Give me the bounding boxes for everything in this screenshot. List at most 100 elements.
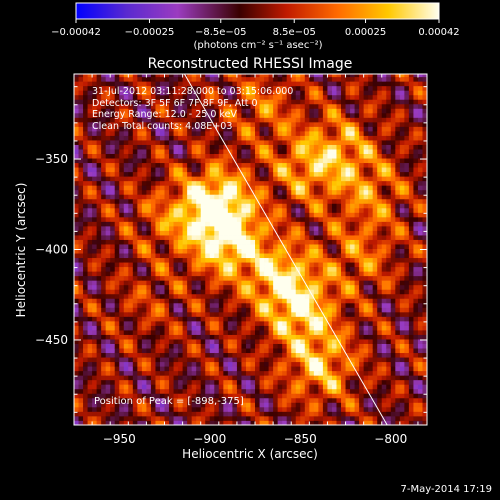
- heatmap-cell: [359, 167, 365, 173]
- heatmap-cell: [128, 144, 134, 150]
- heatmap-cell: [245, 320, 251, 326]
- heatmap-cell: [150, 117, 156, 123]
- heatmap-cell: [259, 370, 265, 376]
- heatmap-cell: [291, 339, 297, 344]
- heatmap-cell: [200, 189, 206, 195]
- heatmap-cell: [128, 343, 134, 349]
- heatmap-cell: [96, 366, 102, 372]
- heatmap-cell: [241, 76, 247, 82]
- heatmap-cell: [87, 239, 93, 245]
- heatmap-cell: [119, 135, 125, 141]
- heatmap-cell: [318, 397, 324, 403]
- heatmap-cell: [255, 311, 260, 317]
- heatmap-cell: [291, 248, 297, 254]
- heatmap-cell: [304, 352, 310, 358]
- heatmap-cell: [78, 352, 84, 358]
- heatmap-cell: [259, 257, 265, 263]
- heatmap-cell: [137, 94, 143, 100]
- heatmap-cell: [205, 302, 211, 308]
- heatmap-cell: [350, 366, 355, 372]
- heatmap-cell: [354, 257, 360, 263]
- heatmap-cell: [164, 198, 170, 204]
- heatmap-cell: [241, 90, 247, 96]
- heatmap-cell: [336, 330, 342, 335]
- heatmap-cell: [223, 284, 229, 290]
- heatmap-cell: [341, 307, 346, 313]
- heatmap-cell: [331, 384, 337, 390]
- heatmap-cell: [322, 189, 328, 195]
- heatmap-cell: [295, 216, 301, 222]
- heatmap-cell: [282, 366, 288, 372]
- heatmap-cell: [350, 74, 355, 78]
- heatmap-cell: [83, 266, 88, 272]
- heatmap-cell: [200, 153, 206, 159]
- heatmap-cell: [309, 397, 315, 403]
- heatmap-cell: [255, 117, 260, 123]
- heatmap-cell: [182, 275, 188, 281]
- heatmap-cell: [327, 216, 333, 222]
- heatmap-cell: [268, 411, 274, 417]
- heatmap-cell: [146, 90, 152, 96]
- heatmap-cell: [223, 420, 229, 425]
- heatmap-cell: [268, 121, 274, 127]
- heatmap-cell: [277, 90, 283, 96]
- heatmap-cell: [205, 284, 211, 290]
- heatmap-cell: [74, 90, 79, 96]
- heatmap-cell: [205, 108, 211, 114]
- heatmap-cell: [282, 158, 288, 164]
- heatmap-cell: [295, 117, 301, 123]
- heatmap-cell: [78, 81, 84, 87]
- heatmap-cell: [146, 262, 152, 268]
- heatmap-cell: [178, 298, 184, 304]
- heatmap-cell: [250, 126, 256, 132]
- heatmap-cell: [96, 99, 102, 105]
- heatmap-cell: [336, 153, 342, 159]
- heatmap-cell: [245, 289, 251, 295]
- heatmap-cell: [214, 130, 220, 136]
- heatmap-cell: [159, 384, 165, 390]
- heatmap-cell: [223, 293, 229, 299]
- heatmap-cell: [250, 194, 256, 200]
- heatmap-cell: [322, 415, 328, 421]
- heatmap-cell: [341, 203, 346, 209]
- heatmap-cell: [214, 153, 220, 159]
- heatmap-cell: [191, 339, 197, 344]
- heatmap-cell: [236, 357, 242, 363]
- heatmap-cell: [245, 357, 251, 363]
- heatmap-cell: [114, 361, 120, 367]
- heatmap-cell: [164, 85, 170, 91]
- heatmap-cell: [101, 203, 107, 209]
- heatmap-cell: [187, 280, 193, 286]
- heatmap-cell: [291, 289, 297, 295]
- heatmap-cell: [227, 221, 233, 227]
- heatmap-cell: [191, 225, 197, 231]
- heatmap-cell: [200, 203, 206, 209]
- heatmap-cell: [245, 284, 251, 290]
- heatmap-cell: [146, 361, 152, 367]
- heatmap-cell: [137, 397, 143, 403]
- heatmap-cell: [78, 348, 84, 354]
- heatmap-cell: [255, 121, 260, 127]
- heatmap-cell: [309, 253, 315, 259]
- heatmap-cell: [132, 253, 138, 259]
- heatmap-cell: [209, 158, 215, 164]
- heatmap-cell: [218, 379, 224, 385]
- heatmap-cell: [191, 257, 197, 263]
- heatmap-cell: [114, 212, 120, 218]
- heatmap-cell: [137, 140, 143, 145]
- heatmap-cell: [350, 194, 355, 200]
- heatmap-cell: [341, 325, 346, 331]
- heatmap-cell: [345, 212, 351, 218]
- heatmap-cell: [137, 343, 143, 349]
- heatmap-cell: [164, 130, 170, 136]
- heatmap-cell: [273, 343, 279, 349]
- heatmap-cell: [241, 171, 247, 177]
- heatmap-cell: [178, 370, 184, 376]
- heatmap-cell: [241, 361, 247, 367]
- heatmap-cell: [114, 293, 120, 299]
- heatmap-cell: [322, 397, 328, 403]
- heatmap-cell: [259, 357, 265, 363]
- heatmap-cell: [205, 203, 211, 209]
- heatmap-cell: [259, 379, 265, 385]
- heatmap-cell: [286, 307, 292, 313]
